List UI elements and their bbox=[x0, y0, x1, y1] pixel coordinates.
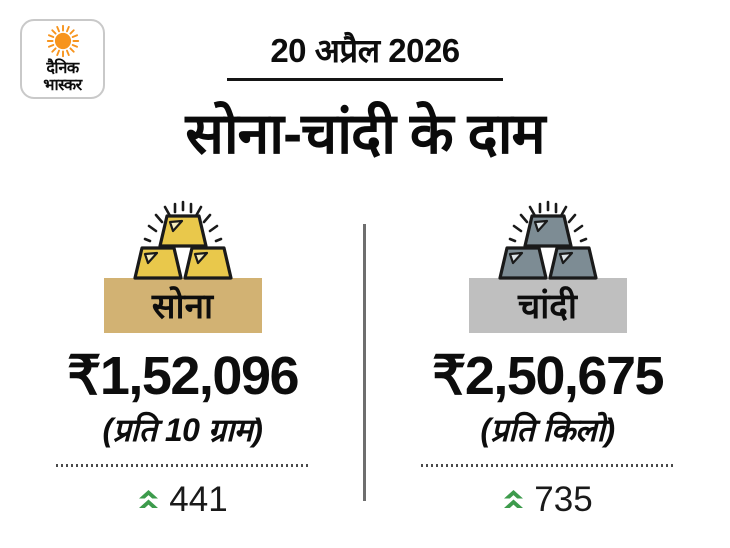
silver-label: चांदी bbox=[468, 278, 627, 333]
page-title: सोना-चांदी के दाम bbox=[185, 102, 545, 166]
date-label: 20 अप्रैल 2026 bbox=[270, 32, 460, 69]
double-up-arrow-icon bbox=[139, 490, 159, 508]
dotted-divider bbox=[421, 464, 674, 467]
gold-change-value: 441 bbox=[169, 480, 228, 519]
dainik-bhaskar-logo: दैनिक भास्कर bbox=[20, 19, 105, 99]
sun-icon bbox=[46, 24, 79, 58]
silver-price: ₹2,50,675 bbox=[431, 346, 665, 406]
silver-change-row: 735 bbox=[502, 480, 593, 520]
brand-name-line1: दैनिक bbox=[46, 60, 79, 77]
brand-name-line2: भास्कर bbox=[43, 77, 82, 94]
silver-bars-icon bbox=[482, 199, 614, 283]
gold-label: सोना bbox=[103, 278, 262, 333]
gold-change-row: 441 bbox=[137, 480, 228, 520]
silver-change-value: 735 bbox=[534, 480, 593, 519]
gold-bars-icon bbox=[117, 199, 249, 283]
dotted-divider bbox=[56, 464, 309, 467]
gold-column: सोना ₹1,52,096 (प्रति 10 ग्राम) 441 bbox=[0, 199, 365, 520]
silver-price-unit: (प्रति किलो) bbox=[480, 412, 615, 448]
gold-price-unit: (प्रति 10 ग्राम) bbox=[102, 412, 263, 448]
gold-price: ₹1,52,096 bbox=[66, 346, 300, 406]
price-columns: सोना ₹1,52,096 (प्रति 10 ग्राम) 441 bbox=[0, 199, 730, 520]
date-block: 20 अप्रैल 2026 bbox=[0, 27, 730, 81]
double-up-arrow-icon bbox=[504, 490, 524, 508]
column-divider bbox=[363, 224, 366, 501]
silver-column: चांदी ₹2,50,675 (प्रति किलो) 735 bbox=[365, 199, 730, 520]
date-underline bbox=[227, 78, 503, 81]
